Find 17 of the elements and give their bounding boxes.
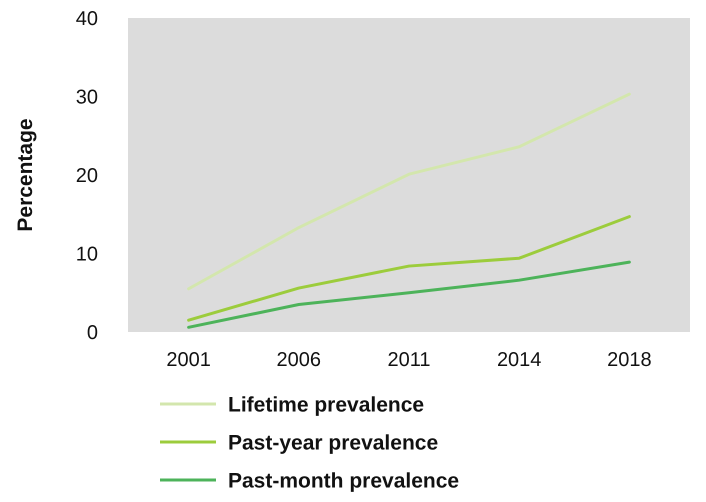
- legend-label: Past-year prevalence: [228, 431, 438, 454]
- y-tick-label: 20: [76, 165, 98, 187]
- legend-label: Past-month prevalence: [228, 469, 460, 492]
- y-tick-label: 30: [76, 86, 98, 108]
- line-series: [187, 260, 631, 329]
- y-axis-title: Percentage: [14, 118, 37, 232]
- x-tick-label: 2001: [166, 349, 211, 371]
- x-tick-label: 2014: [496, 349, 542, 371]
- y-tick-label: 10: [76, 244, 98, 266]
- line-series: [187, 92, 631, 290]
- x-tick-label: 2011: [387, 349, 431, 371]
- x-tick-label: 2018: [607, 349, 652, 371]
- y-tick-label: 0: [86, 322, 98, 344]
- legend-label: Lifetime prevalence: [228, 393, 424, 416]
- line-series: [187, 215, 631, 322]
- x-tick-label: 2006: [276, 349, 322, 371]
- y-tick-label: 40: [76, 8, 98, 30]
